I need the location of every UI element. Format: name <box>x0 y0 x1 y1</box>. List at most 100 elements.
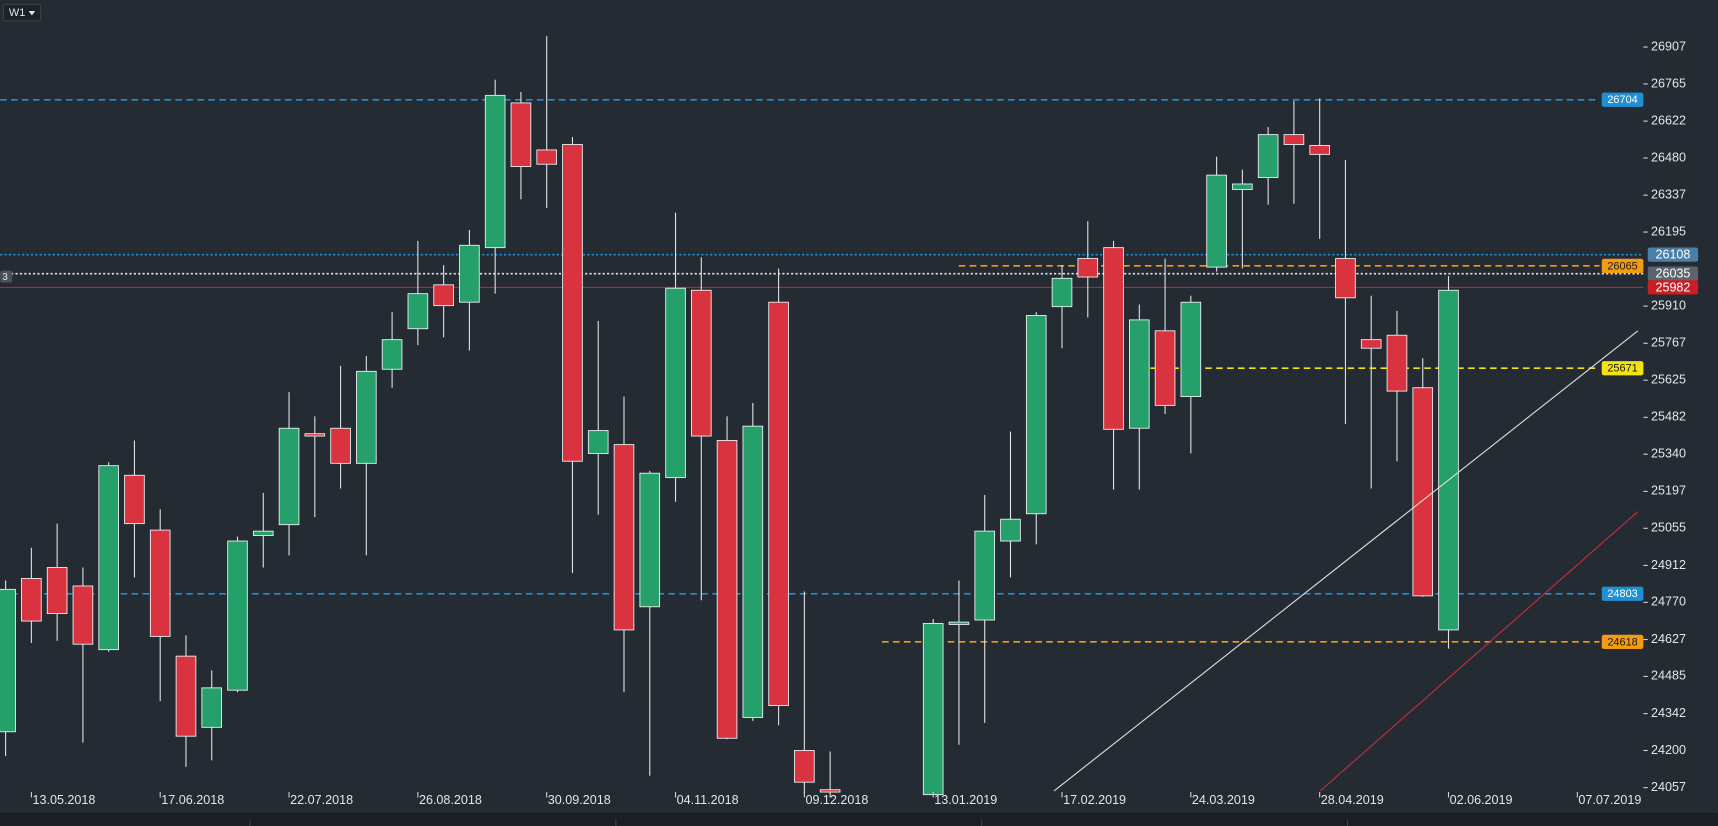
level-badge <box>1601 361 1644 376</box>
levels <box>0 98 1644 643</box>
candle-body <box>690 289 712 437</box>
x-tick-label: 07.07.2019 <box>1578 793 1641 807</box>
trendline <box>1319 511 1639 792</box>
candle-body <box>1283 134 1305 145</box>
candle-body <box>72 585 94 645</box>
x-tick-label: 17.06.2018 <box>161 793 224 807</box>
candle-body <box>948 621 970 625</box>
candle-body <box>1335 258 1356 299</box>
candle-body <box>562 144 583 462</box>
candle-body <box>742 425 764 718</box>
y-tick-label: 25340 <box>1651 447 1686 461</box>
x-tick-label: 13.01.2019 <box>934 793 997 807</box>
candle-body <box>1077 258 1099 278</box>
candle-body <box>587 430 609 454</box>
candle-body <box>252 530 274 537</box>
level-badge <box>1601 92 1644 107</box>
level-label: 24618 <box>1607 636 1637 648</box>
candle-body <box>819 789 841 793</box>
candle-body <box>613 444 635 631</box>
x-tick-label: 30.09.2018 <box>548 793 611 807</box>
candle-body <box>433 284 454 307</box>
x-tick-label: 04.11.2018 <box>677 793 739 807</box>
y-tick-label: 24627 <box>1651 632 1686 646</box>
candle-body <box>1051 277 1073 308</box>
candle-body <box>1154 330 1176 406</box>
level-label: 26065 <box>1607 260 1637 272</box>
y-tick-label: 24485 <box>1651 669 1686 683</box>
candle-body <box>1180 301 1202 397</box>
trendline <box>1053 330 1639 792</box>
candle-body <box>510 102 532 168</box>
candle-body <box>46 567 68 614</box>
y-tick-label: 24912 <box>1651 558 1686 572</box>
candle-body <box>1206 174 1227 268</box>
y-tick-label: 25767 <box>1651 336 1686 350</box>
level-badge <box>1647 280 1699 295</box>
candle-body <box>124 474 145 525</box>
candle-body <box>1232 183 1253 190</box>
candle-body <box>1309 145 1330 155</box>
candle-body <box>149 529 171 637</box>
level-label: 26035 <box>1655 267 1690 281</box>
candle-body <box>639 472 661 608</box>
x-tick-label: 28.04.2019 <box>1321 793 1384 807</box>
candle-body <box>201 687 223 728</box>
y-tick-label: 25197 <box>1651 484 1686 498</box>
x-tick-label: 09.12.2018 <box>805 793 868 807</box>
y-tick-label: 26622 <box>1651 113 1686 127</box>
y-tick-label: 24057 <box>1651 780 1686 794</box>
x-tick-label: 13.05.2018 <box>32 793 95 807</box>
level-label: 26704 <box>1607 94 1637 106</box>
level-label: 25671 <box>1607 363 1637 375</box>
candle-body <box>1129 319 1150 429</box>
candle-body <box>484 94 506 249</box>
candle-body <box>1103 247 1124 430</box>
candle-body <box>21 578 42 622</box>
candle-body <box>1025 315 1047 515</box>
x-tick-label: 02.06.2019 <box>1450 793 1513 807</box>
candle-body <box>1257 134 1279 178</box>
level-badge <box>1647 247 1699 262</box>
axes: 26907 26765 26622 26480 26337 26195 25910 25767… <box>30 39 1699 807</box>
candle-body <box>665 287 686 479</box>
candle-body <box>1000 518 1021 542</box>
candle-body <box>1438 289 1459 631</box>
y-tick-label: 25055 <box>1651 521 1686 535</box>
candle-body <box>278 427 300 526</box>
x-tick-label: 22.07.2018 <box>290 793 353 807</box>
candle-body <box>716 440 738 739</box>
candle-body <box>1386 334 1408 392</box>
level-label: 24803 <box>1607 588 1637 600</box>
level-badge <box>1601 634 1644 649</box>
level-label: 26108 <box>1655 248 1690 262</box>
bottom-bar <box>0 812 1718 826</box>
candle-body <box>407 293 429 330</box>
y-tick-label: 26480 <box>1651 150 1686 164</box>
candle-body <box>459 244 480 303</box>
level-badge <box>1601 586 1644 601</box>
level-badge <box>1647 266 1699 281</box>
candle-body <box>536 149 557 165</box>
candle-body <box>175 655 197 737</box>
candle-body <box>356 370 377 464</box>
y-tick-label: 25910 <box>1651 298 1686 312</box>
candle-body <box>768 301 789 706</box>
candle-body <box>1360 339 1382 349</box>
y-tick-label: 24200 <box>1651 743 1686 757</box>
candle-body <box>98 465 119 651</box>
y-tick-label: 24342 <box>1651 706 1686 720</box>
candle-body <box>0 588 16 733</box>
y-tick-label: 26195 <box>1651 224 1686 238</box>
candle-body <box>227 540 248 691</box>
y-tick-label: 24770 <box>1651 595 1686 609</box>
timeframe-select[interactable] <box>2 3 42 22</box>
left-marker-box <box>0 270 13 283</box>
y-tick-label: 26907 <box>1651 39 1686 53</box>
level-badge <box>1601 258 1644 273</box>
x-tick-label: 17.02.2019 <box>1063 793 1126 807</box>
level-label: 25982 <box>1655 280 1690 294</box>
y-tick-label: 25482 <box>1651 410 1686 424</box>
y-tick-label: 25625 <box>1651 373 1686 387</box>
